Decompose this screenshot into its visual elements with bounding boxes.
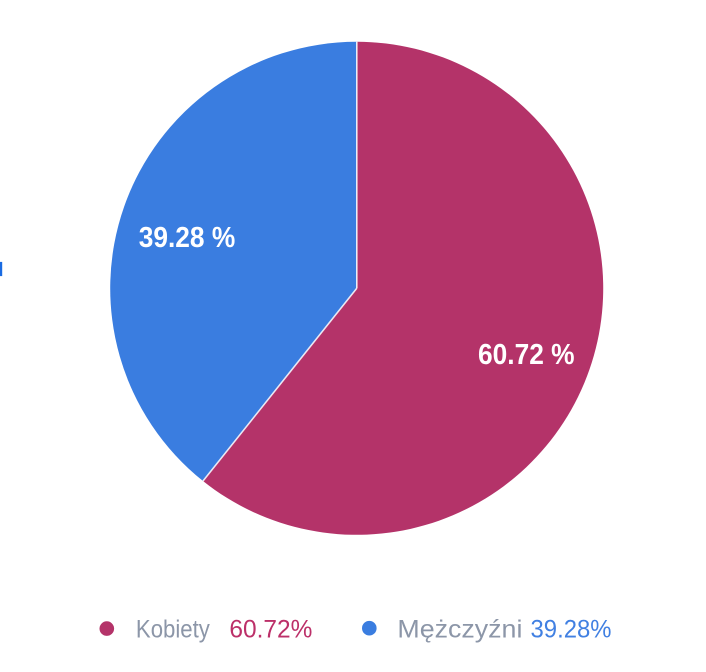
- svg-text:39.28 %: 39.28 %: [139, 222, 236, 254]
- svg-text:60.72%: 60.72%: [229, 615, 312, 643]
- svg-text:60.72 %: 60.72 %: [478, 339, 575, 371]
- svg-text:Mężczyźni: Mężczyźni: [397, 615, 522, 643]
- svg-text:Kobiety: Kobiety: [136, 615, 210, 643]
- svg-text:39.28%: 39.28%: [531, 615, 612, 643]
